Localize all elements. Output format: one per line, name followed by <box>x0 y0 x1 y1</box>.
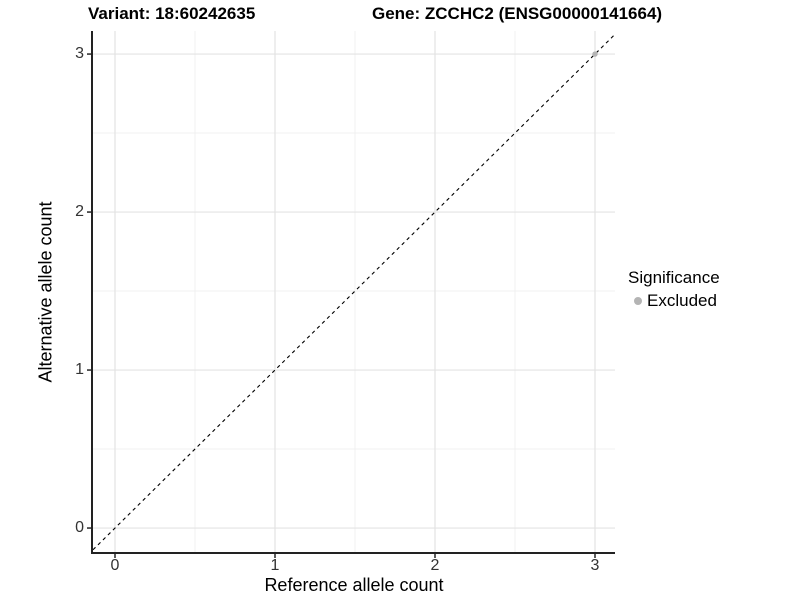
legend-entry-label: Excluded <box>647 291 717 310</box>
identity-line <box>92 33 616 551</box>
data-point-excluded <box>592 51 598 57</box>
x-axis-label: Reference allele count <box>264 575 444 595</box>
variant-title: Variant: 18:60242635 <box>88 4 256 23</box>
x-tick-label-3: 3 <box>590 557 600 574</box>
x-tick-label-2: 2 <box>430 557 440 574</box>
legend-entry-excluded: Excluded <box>628 291 720 311</box>
y-tick-label-3: 3 <box>75 45 84 63</box>
gene-title: Gene: ZCCHC2 (ENSG00000141664) <box>372 4 663 23</box>
x-tick-label-1: 1 <box>270 557 280 574</box>
excluded-point-icon <box>634 297 642 305</box>
y-tick-label-0: 0 <box>75 519 84 537</box>
y-tick-label-2: 2 <box>75 203 84 221</box>
x-tick-label-0: 0 <box>110 557 120 574</box>
y-tick-label-1: 1 <box>75 361 84 379</box>
y-axis-label: Alternative allele count <box>35 201 56 383</box>
legend: Significance Excluded <box>628 268 720 311</box>
legend-title: Significance <box>628 268 720 287</box>
